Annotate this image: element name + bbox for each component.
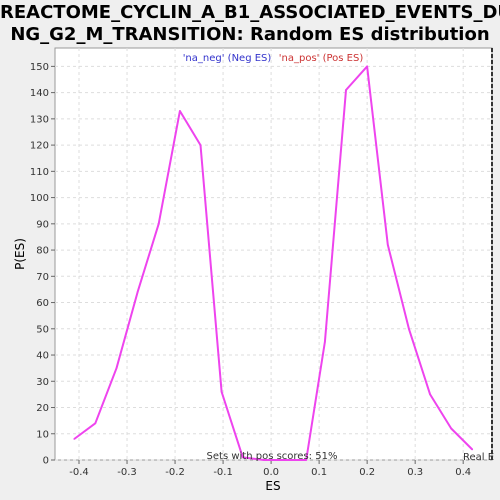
data-point [157,223,160,225]
data-point [305,459,307,461]
y-tick-label: 30 [36,377,49,388]
data-point [324,341,326,343]
y-tick-label: 120 [30,141,49,152]
data-point [386,244,389,246]
x-tick-label: -0.3 [117,467,137,478]
data-point [408,327,410,330]
data-point [450,427,452,430]
series-layer [73,48,493,461]
data-point [366,65,368,68]
y-tick-label: 70 [36,272,49,283]
es-distribution-line [73,65,474,461]
x-axis-label: ES [265,479,280,493]
y-tick-label: 80 [36,246,49,257]
data-point [179,110,181,112]
data-point [345,89,347,91]
y-tick-label: 90 [36,219,49,230]
data-point [136,291,139,293]
data-point [429,393,431,396]
y-tick-label: 10 [36,429,49,440]
x-tick-label: -0.1 [213,467,233,478]
x-tick-label: -0.4 [69,467,89,478]
y-tick-label: 150 [30,62,49,73]
legend-pos: 'na_pos' (Pos ES) [279,53,364,64]
x-tick-label: 0.4 [455,467,471,478]
data-point [115,367,118,369]
y-axis-label: P(ES) [13,238,27,270]
x-tick-label: 0.2 [359,467,375,478]
y-tick-label: 50 [36,324,49,335]
data-point [263,459,265,461]
x-tick-label: 0.0 [263,467,279,478]
legend-neg: 'na_neg' (Neg ES) [183,53,272,64]
data-point [471,448,474,451]
y-tick-label: 140 [30,88,49,99]
x-tick-label: 0.3 [407,467,423,478]
y-tick-label: 0 [43,456,49,467]
data-point [199,144,202,146]
chart-title: REACTOME_CYCLIN_A_B1_ASSOCIATED_EVENTS_D… [0,2,500,46]
pos-scores-annotation: Sets with pos scores: 51% [207,451,338,462]
data-point [94,422,97,425]
real-es-label: Real E [463,452,494,463]
axes: 0 10 20 30 40 50 60 70 80 90 100 110 120 130 140 150 -0.… [30,62,471,478]
y-tick-label: 60 [36,298,49,309]
x-tick-label: -0.2 [165,467,185,478]
y-tick-label: 20 [36,403,49,414]
grid-lines [55,48,492,461]
data-point [73,438,76,440]
y-tick-label: 100 [30,193,49,204]
chart-title-line-2: NG_G2_M_TRANSITION: Random ES distributi… [10,24,490,45]
data-point [284,459,286,461]
data-point [220,390,223,393]
data-point [241,456,244,459]
x-tick-label: 0.1 [311,467,327,478]
y-tick-label: 130 [30,114,49,125]
chart-title-line-1: REACTOME_CYCLIN_A_B1_ASSOCIATED_EVENTS_D… [0,2,500,23]
plot-area [54,47,493,461]
y-tick-label: 110 [30,167,49,178]
y-tick-label: 40 [36,351,49,362]
